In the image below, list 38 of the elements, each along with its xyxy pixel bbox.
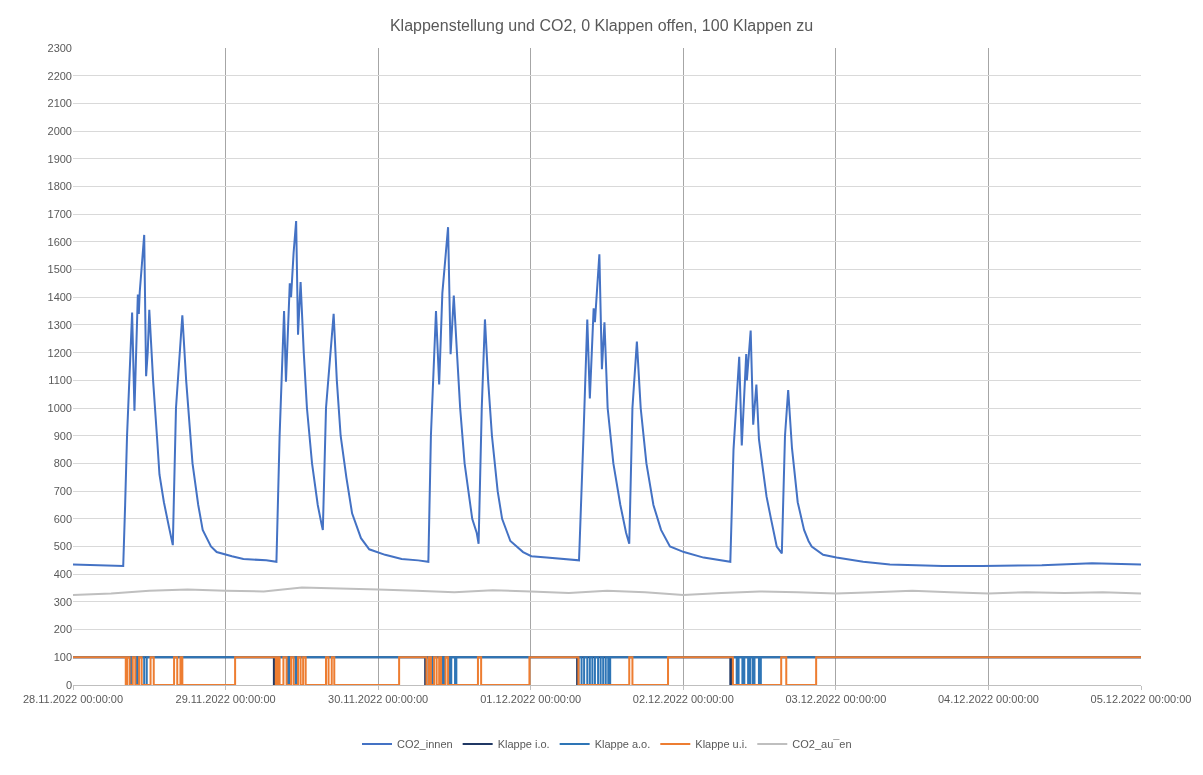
x-tick-label: 04.12.2022 00:00:00 [937, 693, 1039, 706]
x-tick-label: 01.12.2022 00:00:00 [480, 693, 582, 706]
y-tick-label: 1000 [47, 401, 72, 414]
y-tick-label: 800 [53, 457, 72, 470]
y-tick-label: 500 [53, 540, 72, 553]
y-tick-label: 2200 [47, 69, 72, 82]
y-tick-label: 100 [53, 651, 72, 664]
legend-label: Klappe i.o. [497, 738, 550, 751]
y-tick-label: 0 [65, 678, 72, 691]
x-tick-label: 03.12.2022 00:00:00 [785, 693, 887, 706]
y-tick-label: 1400 [47, 291, 72, 304]
y-tick-label: 700 [53, 484, 72, 497]
x-tick-label: 05.12.2022 00:00:00 [1090, 693, 1192, 706]
y-tick-label: 1300 [47, 318, 72, 331]
y-tick-label: 900 [53, 429, 72, 442]
legend-label: Klappe u.i. [695, 738, 748, 751]
x-tick-label: 30.11.2022 00:00:00 [328, 693, 429, 706]
y-tick-label: 1600 [47, 235, 72, 248]
y-tick-label: 1100 [48, 374, 72, 387]
x-tick-label: 29.11.2022 00:00:00 [175, 693, 276, 706]
x-tick-label: 28.11.2022 00:00:00 [22, 693, 124, 706]
y-tick-label: 300 [53, 595, 72, 608]
y-tick-label: 1200 [47, 346, 72, 359]
legend-label: CO2_au¯en [792, 738, 852, 751]
y-tick-label: 2100 [47, 97, 72, 110]
y-tick-label: 1800 [47, 180, 72, 193]
legend-label: Klappe a.o. [594, 738, 651, 751]
y-tick-label: 1500 [47, 263, 72, 276]
y-tick-label: 2000 [47, 124, 72, 137]
y-tick-label: 2300 [47, 41, 72, 54]
chart-title: Klappenstellung und CO2, 0 Klappen offen, 100 Klappen zu [389, 16, 814, 34]
y-tick-label: 200 [53, 623, 72, 636]
y-tick-label: 1900 [47, 152, 72, 165]
y-tick-label: 1700 [47, 208, 72, 221]
x-tick-label: 02.12.2022 00:00:00 [632, 693, 734, 706]
y-tick-label: 400 [53, 568, 72, 581]
legend-label: CO2_innen [397, 738, 453, 751]
y-tick-label: 600 [53, 512, 72, 525]
